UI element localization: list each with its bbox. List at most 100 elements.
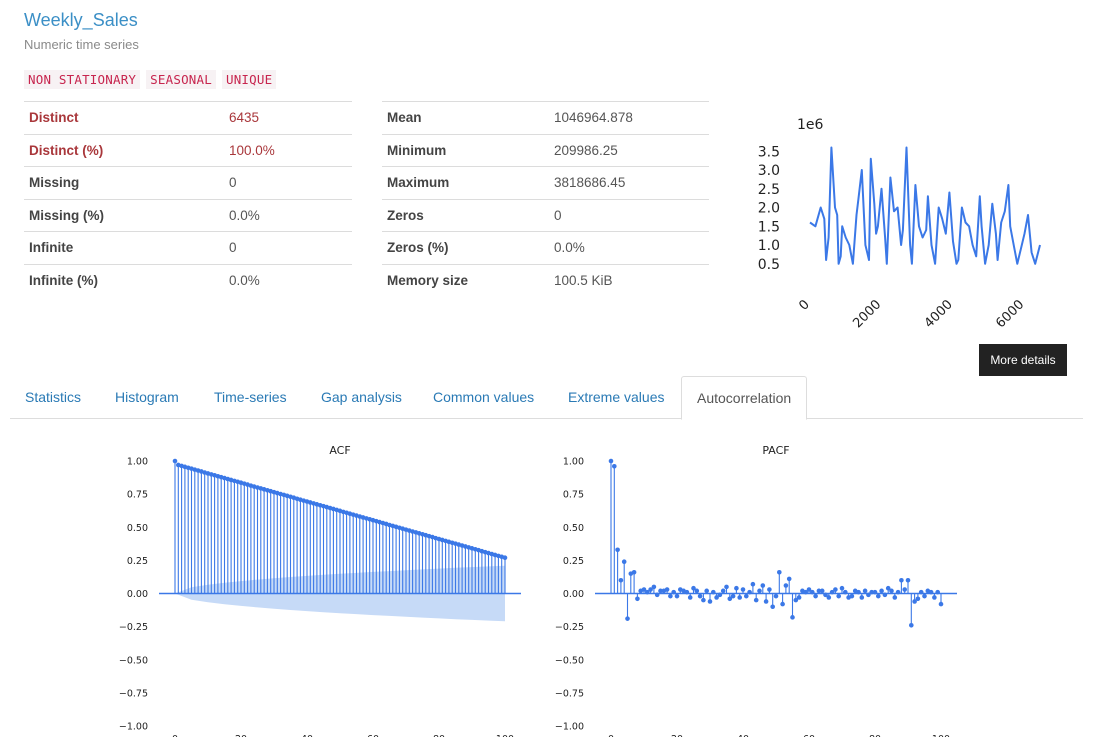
stat-row-zeros-pct: Zeros (%) 0.0% bbox=[382, 231, 709, 264]
stem-marker bbox=[704, 588, 709, 594]
stem-marker bbox=[843, 589, 848, 595]
x-tick-label: 20 bbox=[235, 734, 247, 737]
stem-marker bbox=[684, 589, 690, 595]
stat-row-zeros: Zeros 0 bbox=[382, 198, 709, 232]
stat-value: 0 bbox=[224, 231, 352, 264]
x-tick-label: 0 bbox=[608, 734, 614, 737]
stem-marker bbox=[664, 587, 670, 592]
stem-marker bbox=[747, 589, 752, 595]
stem-marker bbox=[915, 596, 921, 602]
tab-extreme-values[interactable]: Extreme values bbox=[568, 389, 665, 405]
y-tick-label: 0.50 bbox=[127, 523, 148, 534]
tab-gap-analysis[interactable]: Gap analysis bbox=[321, 389, 402, 405]
stem-marker bbox=[711, 589, 716, 595]
y-tick-label: 1.00 bbox=[563, 457, 584, 468]
stem-marker bbox=[757, 588, 762, 594]
stem-marker bbox=[922, 593, 927, 599]
x-tick-label: 2000 bbox=[850, 297, 884, 330]
x-tick-label: 0 bbox=[796, 297, 812, 313]
x-tick-label: 80 bbox=[433, 734, 445, 737]
stem-marker bbox=[717, 592, 723, 598]
tab-autocorrelation[interactable]: Autocorrelation bbox=[681, 376, 808, 420]
x-tick-label: 60 bbox=[367, 734, 379, 737]
badge-non-stationary: NON STATIONARY bbox=[24, 70, 141, 89]
stat-value: 0 bbox=[224, 166, 352, 199]
stem-marker bbox=[836, 593, 841, 599]
stem-marker bbox=[912, 599, 917, 604]
tab-histogram[interactable]: Histogram bbox=[115, 389, 179, 405]
stem-marker bbox=[793, 597, 799, 603]
stem-marker bbox=[882, 592, 888, 598]
stem-marker bbox=[777, 570, 782, 575]
y-tick-label: 0.25 bbox=[563, 556, 584, 567]
y-tick-label: 1.5 bbox=[758, 219, 780, 235]
x-tick-label: 6000 bbox=[993, 297, 1027, 330]
tab-statistics[interactable]: Statistics bbox=[25, 389, 82, 405]
stem-marker bbox=[648, 587, 653, 592]
y-tick-label: −0.50 bbox=[119, 655, 148, 666]
stat-label: Distinct (%) bbox=[24, 133, 224, 167]
x-tick-label: 80 bbox=[869, 734, 881, 737]
stat-label: Zeros bbox=[382, 198, 549, 232]
y-tick-label: 0.75 bbox=[127, 490, 148, 501]
stem-marker bbox=[671, 589, 676, 595]
stem-marker bbox=[740, 587, 746, 592]
x-tick-label: 20 bbox=[671, 734, 683, 737]
stem-marker bbox=[839, 585, 845, 591]
stem-marker bbox=[773, 593, 779, 599]
stat-row-infinite: Infinite 0 bbox=[24, 231, 352, 264]
stem-marker bbox=[668, 593, 673, 599]
stem-marker bbox=[658, 588, 663, 594]
stem-marker bbox=[899, 577, 904, 583]
badge-seasonal: SEASONAL bbox=[146, 70, 216, 89]
more-details-button[interactable]: More details bbox=[979, 344, 1067, 376]
stem-marker bbox=[869, 589, 874, 595]
stem-marker bbox=[760, 583, 766, 588]
stat-label: Mean bbox=[382, 101, 549, 134]
stem-marker bbox=[879, 588, 884, 594]
y-tick-label: 0.50 bbox=[563, 523, 584, 534]
x-tick-label: 40 bbox=[737, 734, 749, 737]
chart-title: PACF bbox=[762, 444, 789, 457]
stem-marker bbox=[734, 585, 739, 591]
stem-marker bbox=[889, 588, 894, 594]
stat-row-memory-size: Memory size 100.5 KiB bbox=[382, 263, 709, 297]
stem-marker bbox=[744, 593, 749, 599]
stat-label: Infinite bbox=[24, 231, 224, 264]
stem-marker bbox=[654, 592, 660, 598]
stat-value: 0.0% bbox=[224, 198, 352, 232]
variable-title[interactable]: Weekly_Sales bbox=[24, 10, 138, 30]
y-tick-label: −0.75 bbox=[119, 688, 148, 699]
stem-marker bbox=[694, 588, 700, 594]
stat-row-minimum: Minimum 209986.25 bbox=[382, 133, 709, 167]
stem-marker bbox=[674, 593, 680, 599]
tab-time-series[interactable]: Time-series bbox=[214, 389, 287, 405]
y-tick-label: 0.00 bbox=[563, 589, 584, 600]
stat-value: 209986.25 bbox=[549, 133, 709, 167]
stat-value: 100.0% bbox=[224, 133, 352, 167]
y-tick-label: 0.00 bbox=[127, 589, 148, 600]
stat-row-infinite-pct: Infinite (%) 0.0% bbox=[24, 263, 352, 297]
stem-marker bbox=[810, 589, 815, 595]
stat-label: Infinite (%) bbox=[24, 263, 224, 297]
stat-row-distinct-pct: Distinct (%) 100.0% bbox=[24, 133, 352, 167]
stem-marker bbox=[833, 587, 838, 592]
stem-marker bbox=[796, 595, 802, 600]
stem-marker bbox=[753, 597, 759, 603]
stat-label: Missing (%) bbox=[24, 198, 224, 232]
y-tick-label: 2.0 bbox=[758, 201, 780, 217]
stem-marker bbox=[618, 577, 624, 583]
stem-marker bbox=[737, 595, 742, 600]
x-tick-label: 60 bbox=[803, 734, 815, 737]
detail-tabs: Statistics Histogram Time-series Gap ana… bbox=[10, 376, 1083, 420]
tab-common-values[interactable]: Common values bbox=[433, 389, 535, 405]
x-tick-label: 100 bbox=[932, 734, 950, 737]
stem-marker bbox=[885, 585, 891, 591]
stem-marker bbox=[856, 589, 861, 595]
y-tick-label: 3.0 bbox=[758, 163, 780, 179]
stat-label: Missing bbox=[24, 166, 224, 199]
stem-marker bbox=[786, 576, 792, 582]
y-tick-label: 1.0 bbox=[758, 238, 780, 254]
y-tick-label: 0.25 bbox=[127, 556, 148, 567]
stem-marker bbox=[641, 587, 647, 592]
